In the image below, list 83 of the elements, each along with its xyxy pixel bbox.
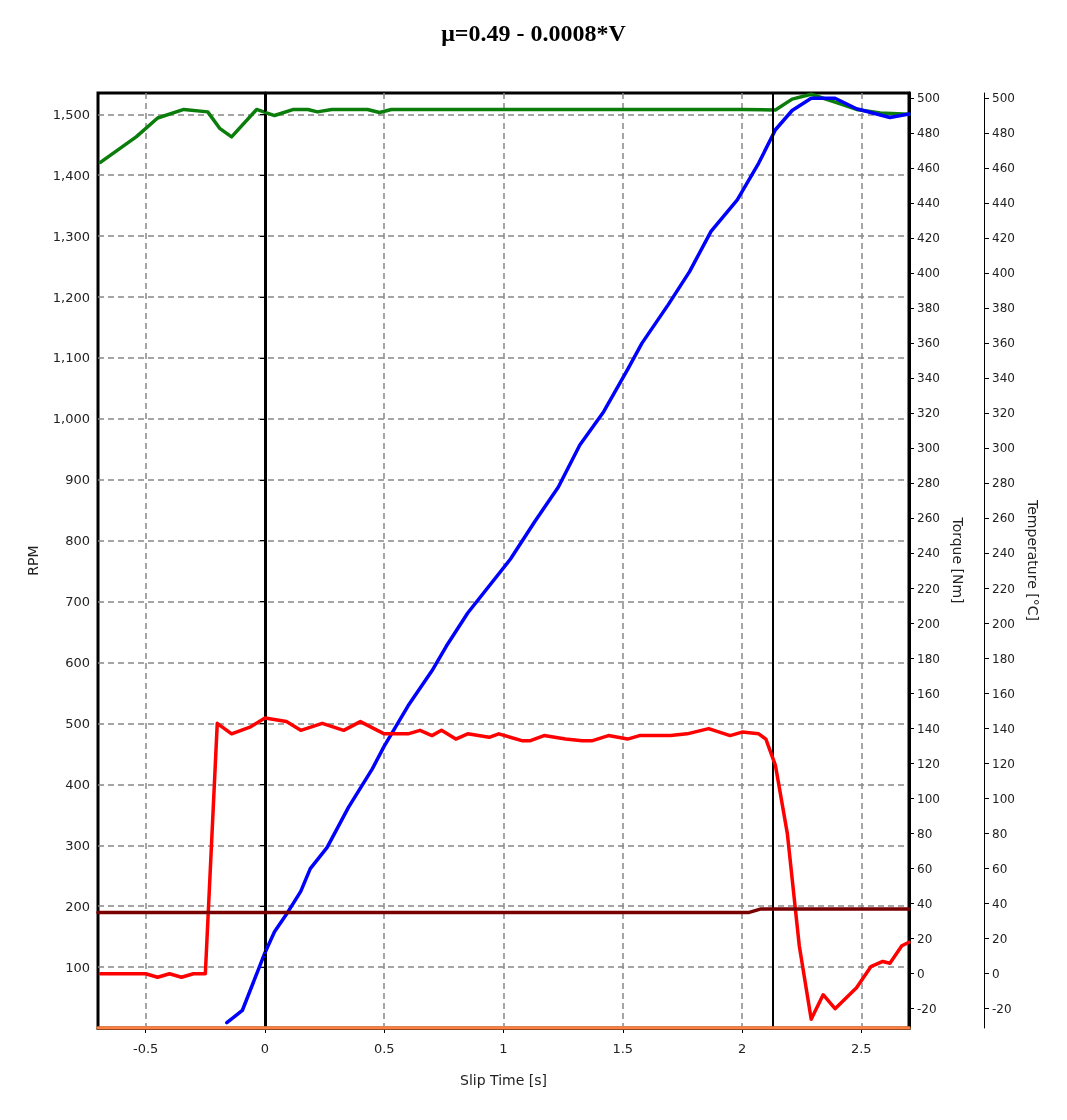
- y2-tick-label: 280: [917, 476, 940, 491]
- y2-tick-label: 460: [917, 161, 940, 176]
- y3-tick-label: 240: [992, 546, 1015, 561]
- y-tick-label: 400: [65, 776, 90, 792]
- y2-tick-label: 140: [917, 721, 940, 736]
- y2-tick-label: 480: [917, 126, 940, 141]
- y-tick-label: 800: [65, 533, 90, 549]
- line-series: [98, 716, 911, 1021]
- y3-tick-label: 320: [992, 406, 1015, 421]
- x-tick-label: 1: [499, 1041, 508, 1056]
- y-tick-label: 500: [65, 715, 90, 731]
- y3-tick-label: 260: [992, 511, 1015, 526]
- y3-tick-label: 300: [992, 441, 1015, 456]
- y-tick-label: 900: [65, 472, 90, 488]
- y-tick-label: 1,000: [52, 411, 90, 427]
- x-tick-label: 0.5: [373, 1041, 395, 1056]
- y2-tick-label: 40: [917, 896, 933, 911]
- y2-tick-label: 120: [917, 756, 940, 771]
- y3-tick-label: 400: [992, 266, 1015, 281]
- y2-tick-label: 220: [917, 581, 940, 596]
- y2-tick-label: 80: [917, 826, 933, 841]
- y2-tick-label: 260: [917, 511, 940, 526]
- y3-tick-label: 380: [992, 301, 1015, 316]
- y2-axis-title: Torque [Nm]: [949, 516, 966, 604]
- y2-tick-label: 160: [917, 686, 940, 701]
- y2-tick-label: 240: [917, 546, 940, 561]
- y-tick-label: 700: [65, 594, 90, 610]
- y3-tick-label: 60: [992, 861, 1008, 876]
- y-tick-label: 1,300: [52, 228, 90, 244]
- y3-tick-label: 100: [992, 791, 1015, 806]
- y-tick-label: 1,400: [52, 167, 90, 183]
- x-tick-label: 1.5: [612, 1041, 634, 1056]
- y3-tick-label: 40: [992, 896, 1008, 911]
- x-tick-label: -0.5: [133, 1041, 159, 1056]
- y-tick-label: 100: [65, 959, 90, 975]
- y3-tick-label: 0: [992, 966, 1000, 981]
- y2-tick-label: 300: [917, 441, 940, 456]
- y-tick-label: 600: [65, 655, 90, 671]
- y3-tick-label: 140: [992, 721, 1015, 736]
- y3-tick-label: 280: [992, 476, 1015, 491]
- line-series: [225, 96, 911, 1025]
- y3-tick-label: 160: [992, 686, 1015, 701]
- y-tick-label: 300: [65, 837, 90, 853]
- y3-axis-title: Temperature [°C]: [1024, 499, 1041, 621]
- y3-tick-label: 480: [992, 126, 1015, 141]
- x-tick-label: 2.5: [850, 1041, 872, 1056]
- y-tick-label: 1,100: [52, 350, 90, 366]
- y2-tick-label: 420: [917, 231, 940, 246]
- x-axis-title: Slip Time [s]: [460, 1072, 547, 1088]
- y-tick-label: 1,200: [52, 289, 90, 305]
- x-tick-label: 0: [260, 1041, 270, 1056]
- y2-tick-label: 100: [917, 791, 940, 806]
- y2-tick-label: 400: [917, 266, 940, 281]
- y3-tick-label: 360: [992, 336, 1015, 351]
- y3-tick-label: 340: [992, 371, 1015, 386]
- y3-tick-label: 200: [992, 616, 1015, 631]
- y2-tick-label: 440: [917, 196, 940, 211]
- y3-tick-label: 460: [992, 161, 1015, 176]
- y3-tick-label: 420: [992, 231, 1015, 246]
- y3-tick-label: 180: [992, 651, 1015, 666]
- y-tick-label: 200: [65, 898, 90, 914]
- y2-tick-label: 340: [917, 371, 940, 386]
- y3-tick-label: 20: [992, 931, 1008, 946]
- y3-tick-label: 120: [992, 756, 1015, 771]
- y3-tick-label: 500: [992, 91, 1015, 106]
- y3-tick-label: 440: [992, 196, 1015, 211]
- y-axis-title: RPM: [25, 545, 41, 576]
- x-tick-label: 2: [737, 1041, 747, 1056]
- y-tick-label: 1,500: [52, 106, 90, 122]
- y2-tick-label: 180: [917, 651, 940, 666]
- y2-tick-label: 20: [917, 931, 933, 946]
- y2-tick-label: 500: [917, 91, 940, 106]
- y2-tick-label: 380: [917, 301, 940, 316]
- y3-tick-label: 220: [992, 581, 1015, 596]
- y2-tick-label: 360: [917, 336, 940, 351]
- y3-tick-label: -20: [992, 1001, 1012, 1016]
- y2-tick-label: 200: [917, 616, 940, 631]
- chart-title: μ=0.49 - 0.0008*V: [441, 20, 627, 46]
- y2-tick-label: -20: [917, 1001, 937, 1016]
- y2-tick-label: 320: [917, 406, 940, 421]
- y2-tick-label: 0: [917, 966, 925, 981]
- y2-tick-label: 60: [917, 861, 933, 876]
- y3-tick-label: 80: [992, 826, 1008, 841]
